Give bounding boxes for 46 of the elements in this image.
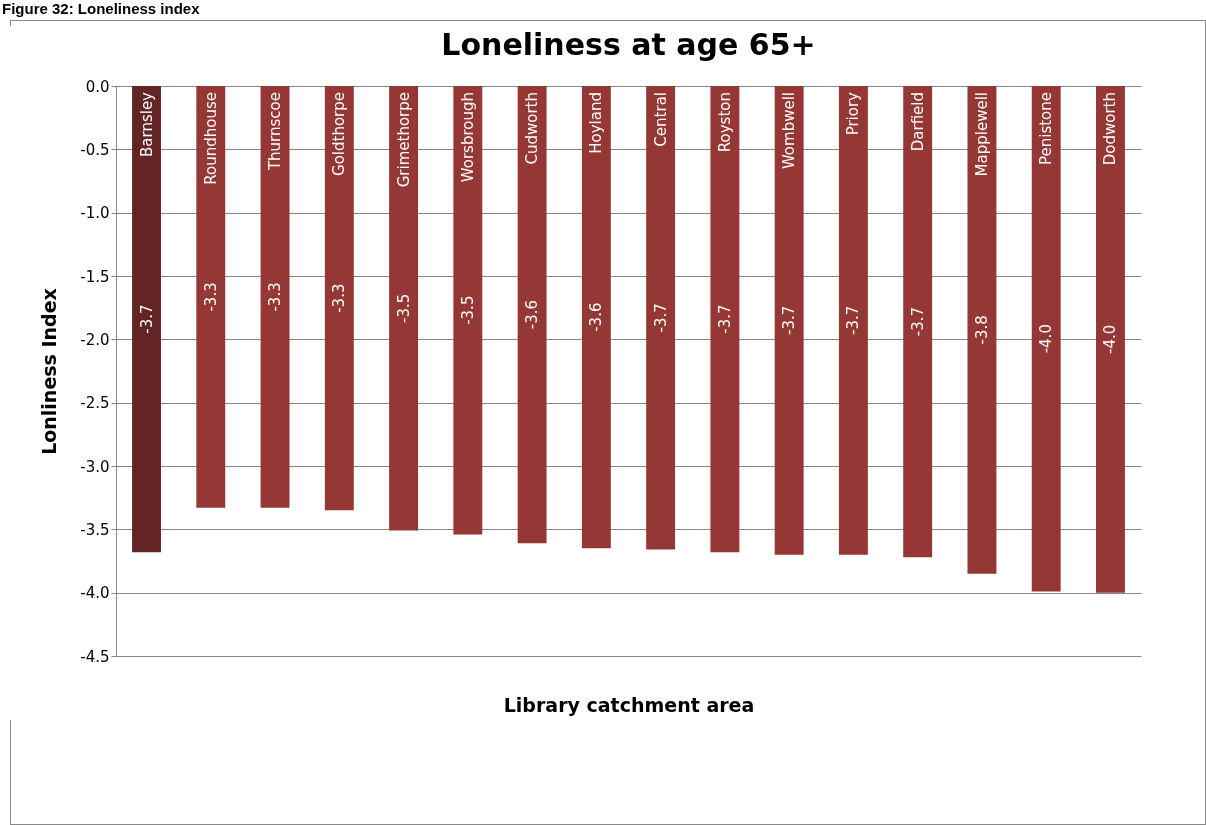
y-tick-label: -4.5: [80, 647, 110, 666]
data-label: -3.3: [330, 283, 349, 313]
y-tick-label: -2.5: [80, 394, 110, 413]
data-label: -4.0: [1101, 324, 1120, 354]
data-label: -3.7: [651, 303, 670, 333]
x-tick-label: Wombwell: [780, 92, 799, 170]
caption: Figure 32: Loneliness index: [2, 0, 200, 17]
x-tick-label: Central: [651, 92, 670, 147]
x-tick-label: Thurnscoe: [266, 92, 285, 172]
data-label: -3.7: [844, 305, 863, 335]
y-tick-label: -2.0: [80, 330, 110, 349]
data-label: -3.7: [780, 305, 799, 335]
x-tick-label: Roundhouse: [201, 92, 220, 185]
data-label: -3.3: [266, 282, 285, 312]
x-tick-label: Priory: [844, 91, 863, 136]
data-label: -3.6: [523, 299, 542, 330]
y-tick-label: -1.5: [80, 267, 110, 286]
x-axis-title: Library catchment area: [503, 693, 755, 716]
y-tick-label: -3.0: [80, 457, 110, 476]
data-label: -3.7: [715, 304, 734, 334]
x-tick-label: Grimethorpe: [394, 92, 413, 188]
data-label: -4.0: [1037, 324, 1056, 354]
data-label: -3.6: [587, 302, 606, 332]
x-tick-label: Cudworth: [523, 92, 542, 165]
data-label: -3.8: [972, 315, 991, 345]
x-tick-label: Goldthorpe: [330, 92, 349, 176]
y-tick-label: -0.5: [80, 140, 110, 159]
data-label: -3.7: [908, 306, 927, 337]
y-tick-label: -4.0: [80, 584, 110, 603]
x-tick-label: Penistone: [1037, 92, 1056, 166]
x-tick-label: Darfield: [908, 92, 927, 152]
chart-title: Loneliness at age 65+: [441, 27, 816, 62]
data-label: -3.5: [458, 295, 477, 325]
y-axis-title: Lonliness Index: [38, 288, 61, 455]
data-label: -3.5: [394, 293, 413, 323]
x-tick-label: Worsbrough: [458, 92, 477, 183]
x-tick-label: Barnsley: [137, 91, 156, 157]
x-tick-label: Dodworth: [1101, 92, 1120, 166]
x-tick-label: Mapplewell: [972, 92, 991, 177]
data-label: -3.7: [137, 304, 156, 334]
y-tick-label: -3.5: [80, 520, 110, 539]
x-tick-label: Hoyland: [587, 92, 606, 154]
data-label: -3.3: [201, 282, 220, 312]
y-tick-label: -1.0: [80, 204, 110, 223]
x-tick-label: Royston: [715, 92, 734, 153]
y-tick-label: 0.0: [85, 77, 110, 96]
